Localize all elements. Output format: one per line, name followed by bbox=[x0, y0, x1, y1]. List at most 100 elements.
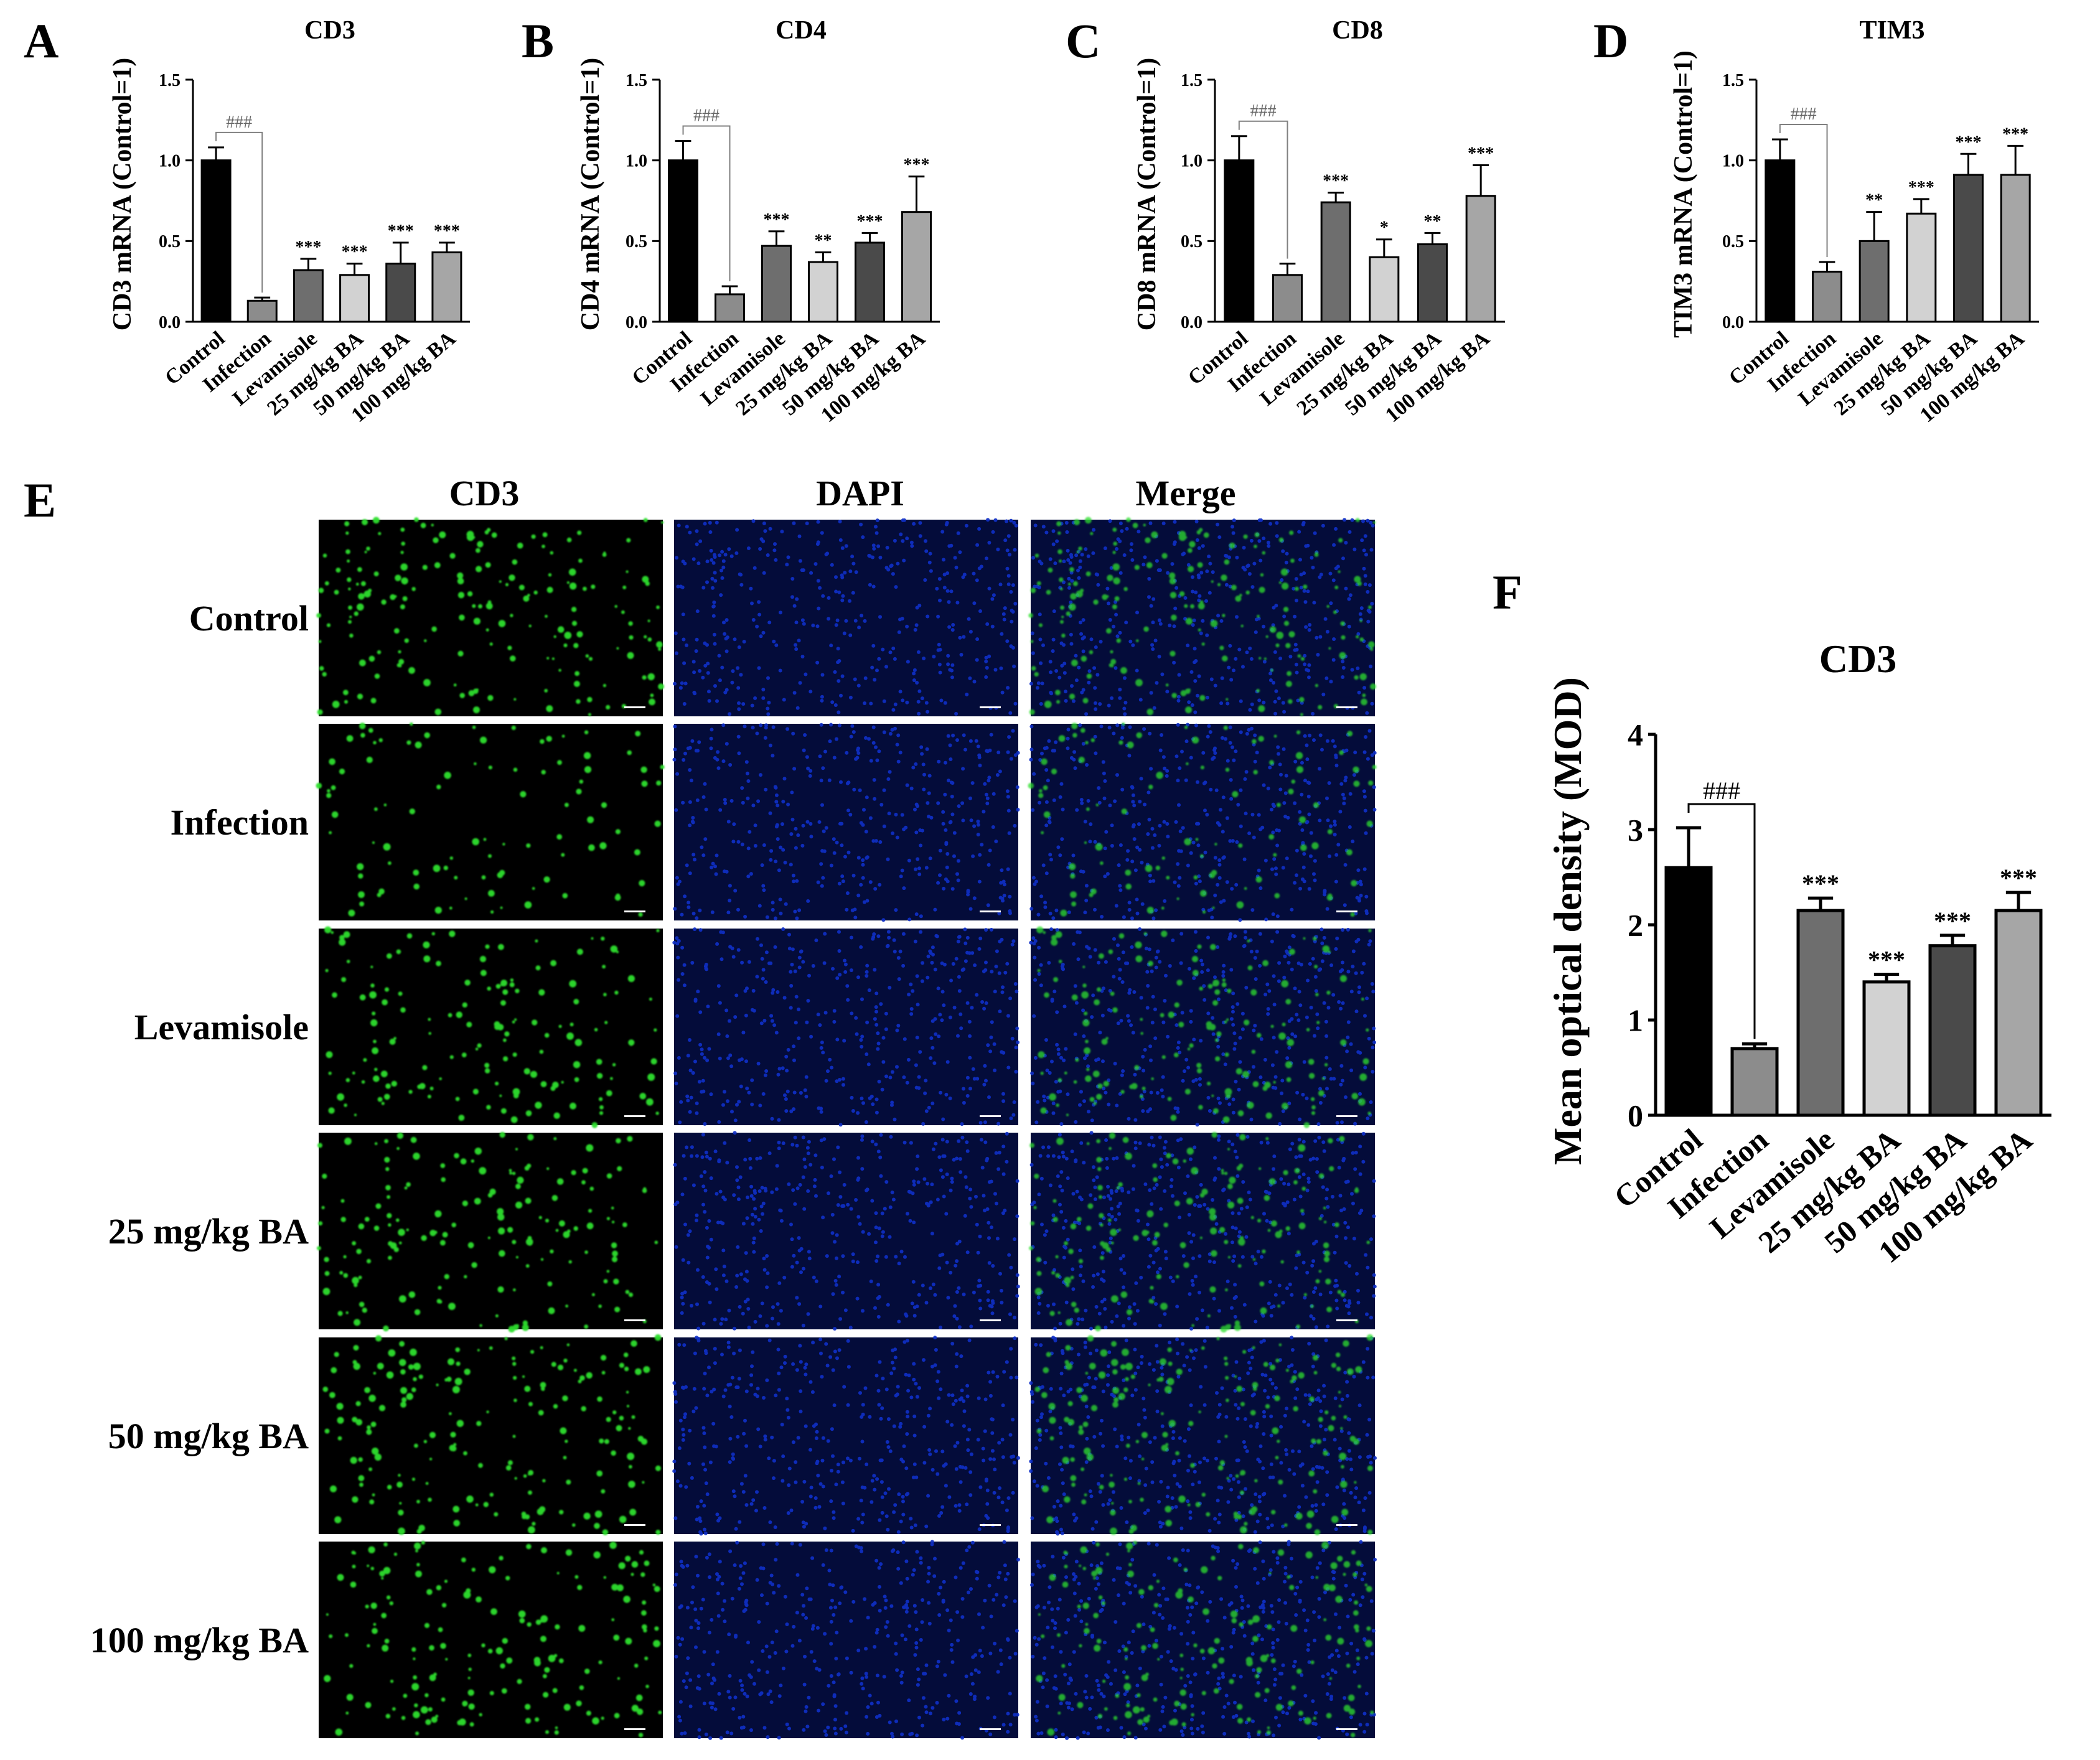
nucleus bbox=[1163, 999, 1167, 1003]
nucleus bbox=[798, 1182, 802, 1187]
cd3-cell bbox=[1072, 733, 1077, 738]
nucleus bbox=[956, 859, 960, 863]
nucleus bbox=[1171, 939, 1175, 942]
nucleus bbox=[958, 1157, 962, 1161]
nucleus bbox=[950, 628, 955, 632]
nucleus bbox=[842, 631, 846, 635]
nucleus bbox=[1305, 1270, 1310, 1275]
nucleus bbox=[978, 1306, 983, 1311]
cd3-cell bbox=[1237, 1110, 1244, 1116]
nucleus bbox=[1304, 625, 1308, 629]
nucleus bbox=[719, 593, 723, 597]
nucleus bbox=[1131, 825, 1135, 829]
nucleus bbox=[959, 1026, 963, 1031]
nucleus bbox=[1316, 653, 1320, 657]
cd3-cell bbox=[368, 728, 373, 733]
nucleus bbox=[874, 1211, 878, 1215]
nucleus bbox=[733, 1015, 738, 1019]
nucleus bbox=[1318, 1101, 1323, 1105]
nucleus bbox=[1062, 1255, 1066, 1260]
nucleus bbox=[996, 1167, 1001, 1171]
nucleus bbox=[695, 1219, 698, 1222]
nucleus bbox=[830, 1231, 835, 1235]
cd3-cell bbox=[1247, 1102, 1254, 1109]
chart-title: CD8 bbox=[1332, 16, 1383, 45]
cd3-cell bbox=[1354, 1188, 1359, 1193]
nucleus bbox=[1329, 963, 1334, 967]
nucleus bbox=[874, 525, 878, 529]
nucleus bbox=[837, 679, 841, 683]
cd3-cell bbox=[322, 1288, 330, 1296]
nucleus bbox=[1108, 618, 1112, 622]
cd3-cell bbox=[1276, 802, 1281, 807]
nucleus bbox=[1196, 573, 1201, 578]
nucleus bbox=[1046, 1154, 1051, 1158]
nucleus bbox=[735, 528, 739, 532]
nucleus bbox=[990, 1304, 994, 1309]
cd3-cell bbox=[1034, 672, 1039, 677]
nucleus bbox=[1318, 967, 1323, 971]
nucleus bbox=[837, 881, 841, 886]
cd3-cell bbox=[1136, 732, 1142, 739]
nucleus bbox=[1259, 1075, 1263, 1079]
cd3-cell bbox=[1196, 1068, 1202, 1074]
nucleus bbox=[1102, 1086, 1106, 1090]
nucleus bbox=[1089, 1326, 1093, 1331]
cd3-cell bbox=[619, 1415, 624, 1421]
nucleus bbox=[736, 666, 740, 670]
nucleus bbox=[1217, 1138, 1221, 1142]
cd3-cell bbox=[1029, 1143, 1034, 1148]
cd3-cell bbox=[372, 1011, 376, 1016]
nucleus bbox=[675, 936, 679, 940]
nucleus bbox=[982, 810, 986, 814]
nucleus bbox=[950, 887, 955, 891]
nucleus bbox=[1364, 894, 1369, 899]
nucleus bbox=[1118, 888, 1123, 892]
nucleus bbox=[856, 975, 860, 980]
nucleus bbox=[837, 949, 841, 953]
cd3-cell bbox=[1106, 628, 1112, 634]
nucleus bbox=[726, 910, 731, 915]
cd3-cell bbox=[399, 1502, 402, 1505]
nucleus bbox=[1355, 1271, 1359, 1276]
nucleus bbox=[871, 584, 876, 589]
nucleus bbox=[1313, 859, 1317, 863]
cd3-cell bbox=[642, 1188, 647, 1193]
nucleus bbox=[968, 1187, 973, 1192]
nucleus bbox=[853, 619, 858, 623]
cd3-cell bbox=[373, 1372, 377, 1375]
nucleus bbox=[797, 1248, 802, 1253]
nucleus bbox=[861, 876, 865, 880]
nucleus bbox=[1071, 1287, 1076, 1291]
cd3-cell bbox=[1078, 1258, 1084, 1264]
nucleus bbox=[989, 733, 993, 737]
cd3-cell bbox=[563, 643, 568, 648]
nucleus bbox=[761, 968, 766, 972]
nucleus bbox=[959, 1012, 963, 1016]
cd3-cell bbox=[1060, 909, 1067, 917]
nucleus bbox=[743, 724, 747, 729]
nucleus bbox=[1135, 897, 1139, 902]
cd3-cell bbox=[1318, 1217, 1322, 1220]
cd3-cell bbox=[1051, 769, 1057, 775]
nucleus bbox=[886, 777, 891, 781]
cd3-cell bbox=[374, 807, 378, 812]
nucleus bbox=[964, 523, 968, 528]
nuclei-layer bbox=[1029, 723, 1377, 922]
nucleus bbox=[1057, 675, 1062, 680]
cd3-cell bbox=[352, 1360, 357, 1365]
cd3-cell bbox=[362, 519, 368, 525]
cd3-cell bbox=[358, 593, 365, 600]
nucleus bbox=[1030, 1071, 1034, 1075]
cd3-cell bbox=[564, 632, 572, 639]
nucleus bbox=[726, 1056, 730, 1060]
y-tick-label: 0.5 bbox=[159, 232, 180, 251]
nucleus bbox=[1176, 698, 1181, 703]
nucleus bbox=[682, 702, 687, 706]
nucleus bbox=[960, 1122, 964, 1126]
cd3-cell bbox=[374, 1067, 378, 1072]
cd3-cell bbox=[1096, 1093, 1102, 1100]
nucleus bbox=[1118, 522, 1123, 525]
nucleus bbox=[1036, 681, 1041, 685]
nucleus bbox=[1213, 975, 1217, 980]
